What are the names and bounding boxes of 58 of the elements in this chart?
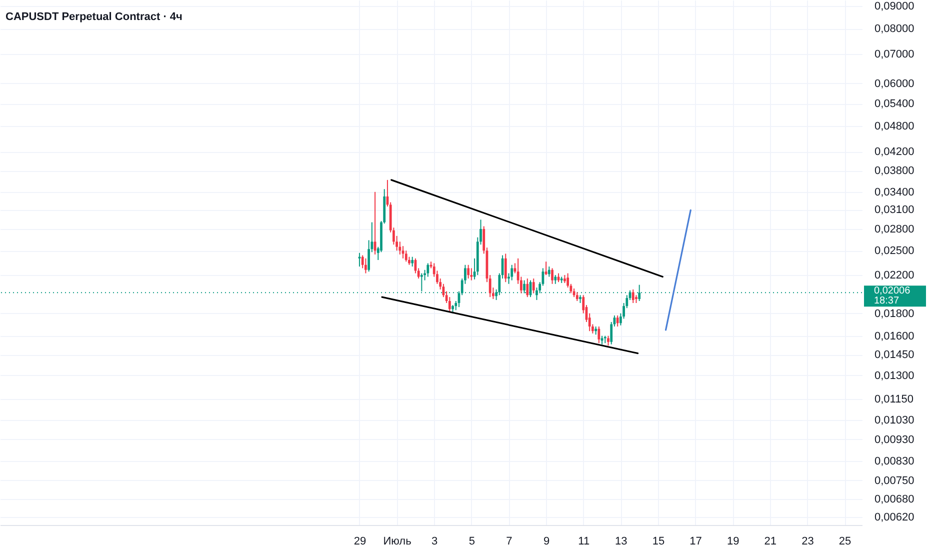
x-tick-label: 5 [468, 536, 475, 548]
y-tick-label: 0,08000 [874, 23, 914, 36]
y-tick-label: 0,01300 [874, 370, 914, 382]
x-tick-label: 29 [354, 536, 366, 548]
candlestick [404, 250, 408, 262]
y-tick-label: 0,00620 [874, 511, 914, 524]
y-tick-label: 0,04200 [874, 146, 914, 158]
y-tick-label: 0,01150 [874, 393, 914, 406]
candlestick [470, 268, 473, 281]
x-tick-label: 21 [764, 536, 777, 548]
x-tick-label: 19 [726, 536, 740, 548]
y-tick-label: 0,03400 [874, 186, 914, 198]
y-tick-label: 0,04800 [874, 120, 914, 133]
candlestick [598, 326, 600, 344]
candlestick [607, 335, 610, 346]
x-tick-label: 9 [543, 536, 550, 548]
y-tick-label: 0,02800 [874, 223, 914, 236]
x-tick-label: 25 [838, 536, 852, 548]
candlestick [467, 264, 470, 280]
y-tick-label: 0,06000 [874, 78, 914, 90]
x-tick-label: 3 [432, 536, 438, 548]
x-tick-label: 13 [615, 536, 628, 548]
y-tick-label: 0,00680 [874, 494, 914, 506]
candlestick [426, 262, 430, 278]
candlestick [526, 278, 529, 298]
y-tick-label: 0,00830 [874, 456, 914, 468]
y-tick-label: 0,03100 [874, 204, 914, 216]
candlestick [548, 266, 550, 278]
y-tick-label: 0,01600 [874, 330, 914, 342]
y-tick-label: 0,01800 [874, 308, 914, 320]
x-tick-label: Июль [383, 536, 412, 548]
ref-line-label: 0,02006 [874, 286, 911, 297]
candlestick [544, 261, 548, 276]
x-tick-label: 17 [690, 536, 702, 548]
text: CAPUSDT Perpetual Contract · 4ч [6, 11, 182, 23]
y-tick-label: 0,09000 [874, 0, 914, 13]
y-tick-label: 0,02200 [874, 270, 914, 282]
y-tick-label: 0,03800 [874, 165, 914, 178]
y-tick-label: 0,02500 [874, 245, 914, 258]
candlestick [632, 288, 634, 304]
candlestick [364, 258, 367, 274]
x-tick-label: 23 [802, 536, 814, 548]
x-tick-label: 11 [578, 536, 590, 548]
x-tick-label: 15 [652, 536, 665, 548]
y-tick-label: 0,01030 [874, 414, 914, 426]
candlestick [616, 314, 619, 328]
y-tick-label: 0,00750 [874, 474, 914, 487]
candlestick [411, 256, 414, 268]
y-tick-label: 0,00930 [874, 434, 914, 446]
candlestick [510, 264, 514, 281]
candlestick [504, 253, 507, 283]
candlestick [532, 278, 535, 294]
y-tick-label: 0,01450 [874, 349, 914, 362]
y-tick-label: 0,05400 [874, 98, 914, 110]
text: 18:37 [874, 296, 900, 307]
candlestick [551, 268, 554, 284]
x-tick-label: 7 [506, 536, 512, 548]
y-tick-label: 0,07000 [874, 48, 914, 61]
